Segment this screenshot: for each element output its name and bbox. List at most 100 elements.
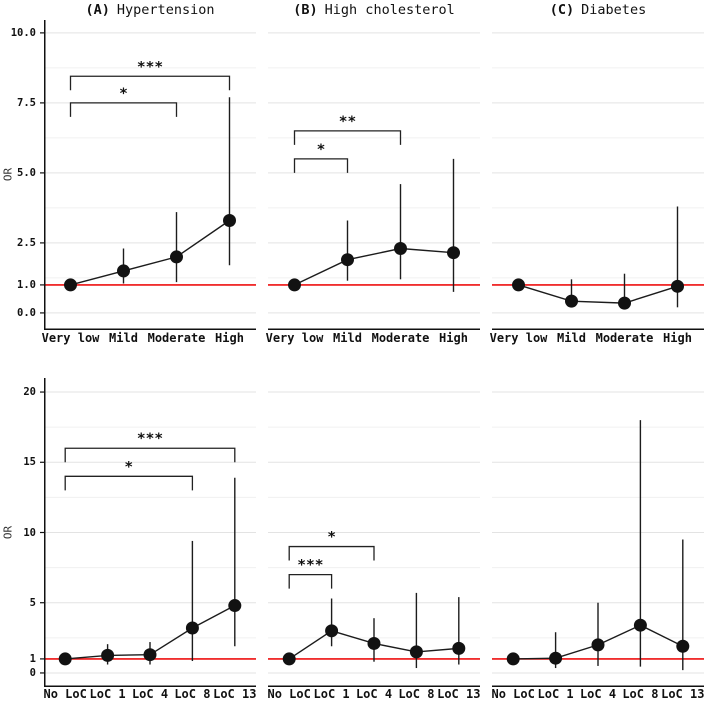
x-category-label: LoC 4 [355, 687, 393, 701]
significance-bracket [293, 158, 349, 173]
panel-label: (C) [549, 2, 575, 18]
data-point [447, 246, 460, 260]
data-point [325, 624, 339, 638]
significance-stars: * [124, 459, 133, 475]
x-category-label: LoC 4 [579, 687, 617, 701]
x-category-label: LoC 13 [437, 687, 481, 701]
panel-title: (C) Diabetes [492, 2, 704, 18]
y-tick-label: 0.0 [17, 306, 36, 319]
x-category-label: LoC 8 [622, 687, 659, 701]
significance-bracket [288, 573, 333, 589]
x-category-label: LoC 1 [313, 687, 350, 701]
panel-title-text: Diabetes [581, 2, 647, 18]
panel-bottom-a: **** [40, 378, 256, 687]
x-category-label: Very low [489, 331, 548, 345]
data-point [170, 250, 183, 264]
panel-bottom-c [492, 391, 704, 687]
panel-top-a: **** [40, 20, 256, 330]
y-tick-label: 10 [23, 526, 36, 539]
x-category-label: LoC 4 [131, 687, 169, 701]
x-category-label: No LoC [267, 687, 311, 701]
y-tick-label: 7.5 [17, 96, 36, 109]
significance-bracket [288, 545, 375, 561]
y-tick-label: 1.0 [17, 278, 36, 291]
x-category-label: Mild [333, 331, 362, 345]
panel-label: (B) [293, 2, 318, 18]
significance-bracket [64, 447, 236, 463]
data-point [565, 294, 578, 308]
y-tick-label: 10.0 [10, 26, 36, 39]
significance-stars: * [327, 530, 336, 546]
data-point [671, 279, 684, 293]
data-point [676, 639, 690, 653]
panel-title-text: High cholesterol [324, 2, 455, 18]
panel-title: (B) High cholesterol [268, 2, 480, 18]
data-point [117, 264, 130, 278]
x-category-label: LoC 8 [174, 687, 211, 701]
data-point [223, 214, 236, 228]
x-category-label: Moderate [371, 331, 430, 345]
data-point [228, 599, 242, 613]
data-point [64, 278, 77, 292]
y-tick-label: 5.0 [17, 166, 36, 179]
data-point [633, 618, 647, 632]
data-point [185, 621, 199, 635]
significance-stars: * [317, 142, 326, 158]
data-point [506, 652, 520, 666]
significance-bracket [69, 102, 178, 117]
x-category-label: LoC 13 [213, 687, 257, 701]
panel-top-c [492, 32, 704, 330]
panel-label: (A) [85, 2, 110, 18]
y-tick-label: 5 [29, 596, 36, 609]
data-point [367, 636, 381, 650]
significance-bracket [69, 75, 231, 91]
x-category-label: High [215, 331, 244, 345]
significance-stars: *** [297, 558, 323, 574]
data-point [512, 278, 525, 292]
y-tick-label: 1 [29, 652, 36, 665]
data-point [618, 296, 631, 310]
trend-line [518, 284, 678, 304]
data-point [288, 278, 301, 292]
data-point [143, 648, 157, 662]
x-category-label: LoC 1 [89, 687, 126, 701]
significance-stars: * [119, 86, 128, 102]
x-category-label: LoC 13 [661, 687, 705, 701]
trend-line [294, 247, 454, 286]
x-category-label: Mild [557, 331, 586, 345]
data-point [591, 638, 605, 652]
data-point [549, 651, 563, 665]
y-tick-label: 15 [23, 456, 36, 469]
x-category-label: No LoC [491, 687, 535, 701]
x-category-label: Moderate [595, 331, 654, 345]
x-category-label: LoC 8 [398, 687, 435, 701]
panel-title: (A) Hypertension [44, 2, 256, 18]
data-point [58, 652, 72, 666]
panel-top-b: *** [268, 32, 480, 330]
significance-stars: *** [137, 59, 163, 75]
x-category-label: High [663, 331, 692, 345]
y-tick-label: 20 [23, 386, 36, 399]
x-category-label: High [439, 331, 468, 345]
y-tick-label: 0 [29, 666, 36, 679]
data-point [409, 645, 423, 659]
data-point [394, 242, 407, 256]
trend-line [70, 219, 230, 286]
significance-stars: *** [137, 431, 163, 447]
x-category-label: Very low [41, 331, 100, 345]
x-category-label: Moderate [147, 331, 206, 345]
data-point [101, 648, 115, 662]
panel-bottom-b: **** [268, 391, 480, 687]
significance-bracket [64, 475, 194, 491]
data-point [341, 253, 354, 267]
x-category-label: Mild [109, 331, 138, 345]
data-point [452, 641, 466, 655]
panel-title-text: Hypertension [116, 2, 215, 18]
data-point [282, 652, 296, 666]
y-tick-label: 2.5 [17, 236, 36, 249]
x-category-label: No LoC [43, 687, 87, 701]
x-category-label: LoC 1 [537, 687, 574, 701]
significance-bracket [293, 130, 402, 145]
x-category-label: Very low [265, 331, 324, 345]
